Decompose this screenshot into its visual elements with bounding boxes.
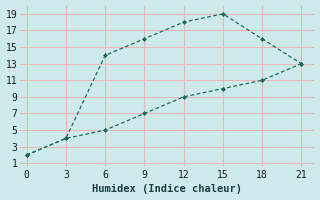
X-axis label: Humidex (Indice chaleur): Humidex (Indice chaleur): [92, 184, 242, 194]
